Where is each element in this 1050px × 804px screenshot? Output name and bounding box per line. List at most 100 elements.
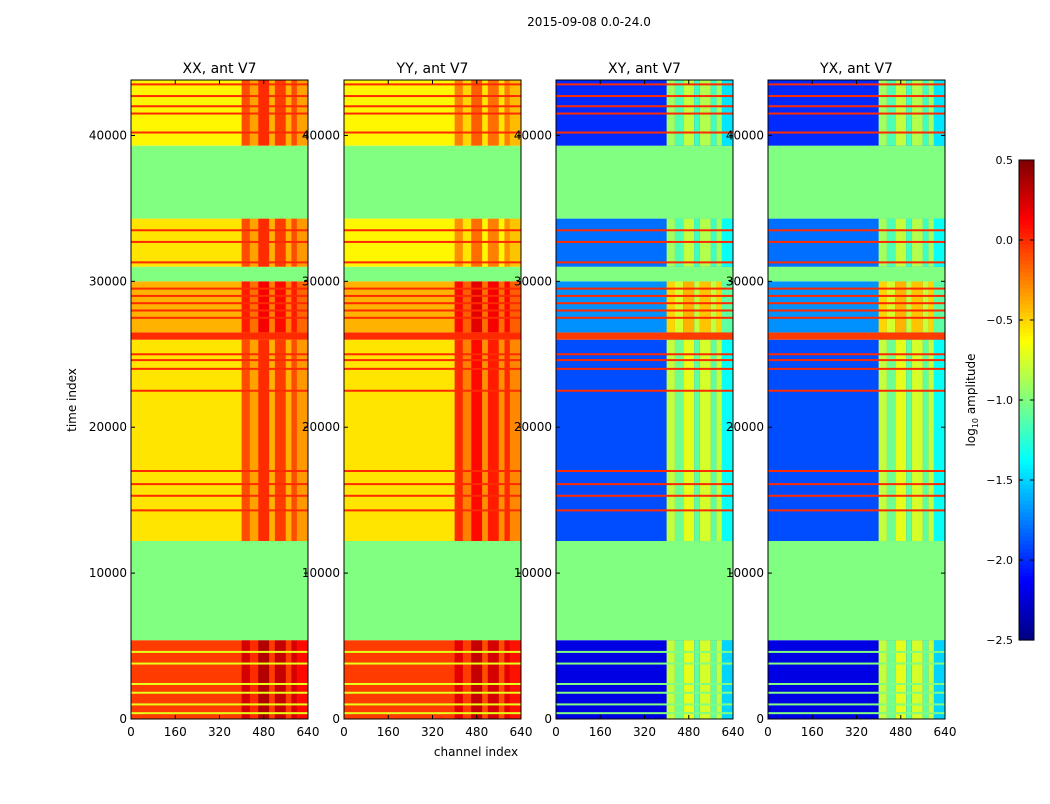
colorbar-swatch <box>1019 456 1034 461</box>
y-tick-label: 20000 <box>302 420 340 434</box>
rfi-line <box>131 302 308 305</box>
colorbar-swatch <box>1019 500 1034 505</box>
colorbar-swatch <box>1019 624 1034 629</box>
colorbar-swatch <box>1019 428 1034 433</box>
rfi-line <box>768 309 945 312</box>
colorbar-swatch <box>1019 160 1034 165</box>
y-tick-label: 30000 <box>514 274 552 288</box>
heatmap-channel-band <box>922 640 929 719</box>
colorbar-swatch <box>1019 216 1034 221</box>
x-tick-label: 480 <box>677 725 700 739</box>
heatmap-channel-band <box>296 339 308 542</box>
heatmap-channel-band <box>274 281 286 333</box>
heatmap-channel-band <box>274 339 286 542</box>
colorbar-swatch <box>1019 372 1034 377</box>
heatmap-channel-band <box>721 339 733 542</box>
heatmap-channel-band <box>710 281 717 333</box>
panel-3: YX, ant V7 0 160 320 480 640 0 10000 20000 30000 4… <box>726 61 957 739</box>
heatmap-channel-band <box>694 339 700 542</box>
colorbar-swatch <box>1019 176 1034 181</box>
colorbar-swatch <box>1019 404 1034 409</box>
rfi-line <box>344 240 521 243</box>
rfi-line <box>131 105 308 108</box>
x-tick-label: 480 <box>889 725 912 739</box>
colorbar-swatch <box>1019 172 1034 177</box>
heatmap-channel-band <box>241 281 250 333</box>
heatmap-channel-band <box>878 281 887 333</box>
dropout-line <box>768 703 945 706</box>
y-tick-label: 40000 <box>726 128 764 142</box>
rfi-line <box>556 112 733 115</box>
colorbar-swatch <box>1019 304 1034 309</box>
colorbar-tick-label: −1.0 <box>986 394 1013 407</box>
colorbar-swatch <box>1019 604 1034 609</box>
rfi-line <box>131 261 308 264</box>
heatmap-channel-band <box>922 339 929 542</box>
y-tick-label: 0 <box>756 712 764 726</box>
colorbar-swatch <box>1019 184 1034 189</box>
rfi-line <box>768 261 945 264</box>
colorbar-swatch <box>1019 524 1034 529</box>
heatmap-channel-band <box>487 281 499 333</box>
colorbar-swatch <box>1019 588 1034 593</box>
rfi-line <box>768 302 945 305</box>
colorbar-swatch <box>1019 220 1034 225</box>
colorbar-tick-label: −2.5 <box>986 634 1013 647</box>
colorbar-swatch <box>1019 492 1034 497</box>
colorbar-swatch <box>1019 536 1034 541</box>
dropout-line <box>556 650 733 653</box>
dropout-line <box>556 682 733 685</box>
colorbar-swatch <box>1019 436 1034 441</box>
heatmap-channel-band <box>886 339 896 542</box>
heatmap-channel-band <box>674 640 684 719</box>
colorbar-swatch <box>1019 308 1034 313</box>
rfi-line <box>131 294 308 297</box>
heatmap-channel-band <box>683 339 695 542</box>
heatmap-channel-band <box>716 339 722 542</box>
rfi-line <box>556 83 733 86</box>
heatmap-segment <box>556 332 733 340</box>
heatmap-channel-band <box>471 281 483 333</box>
y-tick-label: 20000 <box>726 420 764 434</box>
y-tick-label: 10000 <box>302 566 340 580</box>
rfi-line <box>131 112 308 115</box>
colorbar-swatch <box>1019 296 1034 301</box>
heatmap-channel-band <box>249 281 259 333</box>
heatmap-channel-band <box>895 640 907 719</box>
dropout-line <box>556 712 733 715</box>
colorbar-tick-label: 0.5 <box>996 154 1014 167</box>
heatmap-channel-band <box>504 339 510 542</box>
heatmap-channel-band <box>454 281 463 333</box>
y-tick-label: 30000 <box>89 274 127 288</box>
heatmap-channel-band <box>699 339 711 542</box>
x-tick-label: 480 <box>252 725 275 739</box>
heatmap-segment <box>131 541 308 641</box>
colorbar-swatch <box>1019 344 1034 349</box>
x-tick-label: 640 <box>510 725 533 739</box>
colorbar-swatch <box>1019 520 1034 525</box>
heatmap-channel-band <box>699 281 711 333</box>
panel-title: XX, ant V7 <box>183 61 257 77</box>
heatmap-channel-band <box>462 339 472 542</box>
rfi-line <box>768 83 945 86</box>
heatmap-segment <box>344 266 521 282</box>
rfi-line <box>344 494 521 497</box>
heatmap-channel-band <box>269 281 275 333</box>
rfi-line <box>556 469 733 472</box>
colorbar-swatch <box>1019 600 1034 605</box>
y-tick-label: 40000 <box>514 128 552 142</box>
rfi-line <box>131 367 308 370</box>
colorbar-swatch <box>1019 448 1034 453</box>
colorbar-swatch <box>1019 388 1034 393</box>
rfi-line <box>768 316 945 319</box>
colorbar-swatch <box>1019 316 1034 321</box>
y-tick-label: 40000 <box>89 128 127 142</box>
colorbar-label-sub: 10 <box>971 418 980 428</box>
heatmap-channel-band <box>498 339 505 542</box>
y-tick-label: 20000 <box>89 420 127 434</box>
heatmap-channel-band <box>482 339 488 542</box>
rfi-line <box>131 483 308 486</box>
heatmap-channel-band <box>933 640 945 719</box>
heatmap-segment <box>768 266 945 282</box>
rfi-line <box>768 367 945 370</box>
